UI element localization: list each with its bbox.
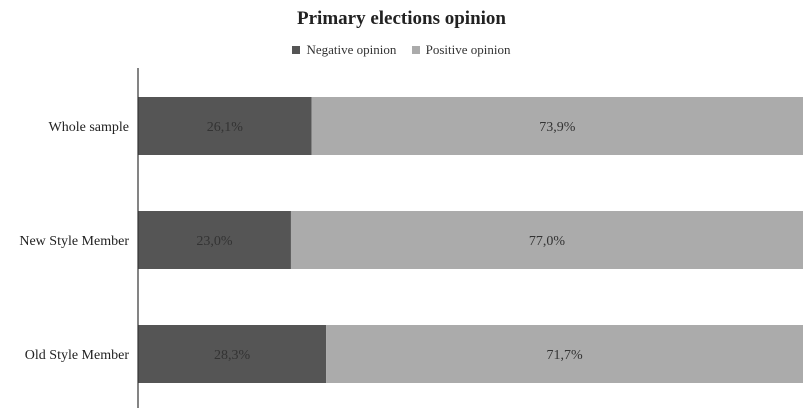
category-label-2: Old Style Member — [25, 348, 130, 363]
legend-item-negative: Negative opinion — [292, 42, 396, 58]
category-label-1: New Style Member — [19, 234, 129, 249]
data-label-negative-0: 26,1% — [207, 120, 244, 135]
legend-item-positive: Positive opinion — [411, 42, 511, 58]
chart-title: Primary elections opinion — [297, 8, 506, 29]
bar-negative-2 — [138, 325, 327, 383]
data-label-positive-0: 73,9% — [539, 120, 576, 135]
legend-swatch-negative — [292, 46, 301, 54]
data-label-positive-1: 77,0% — [529, 234, 566, 249]
bar-positive-0 — [311, 97, 803, 155]
legend: Negative opinion Positive opinion — [0, 42, 803, 58]
bar-negative-0 — [138, 97, 312, 155]
legend-swatch-positive — [411, 46, 420, 54]
bar-positive-1 — [290, 211, 803, 269]
data-label-negative-2: 28,3% — [214, 348, 251, 363]
legend-label-negative: Negative opinion — [306, 42, 397, 57]
data-label-positive-2: 71,7% — [547, 348, 584, 363]
category-label-0: Whole sample — [49, 120, 129, 135]
data-label-negative-1: 23,0% — [196, 234, 233, 249]
bar-negative-1 — [138, 211, 291, 269]
legend-label-positive: Positive opinion — [425, 42, 511, 57]
bar-positive-2 — [326, 325, 803, 383]
